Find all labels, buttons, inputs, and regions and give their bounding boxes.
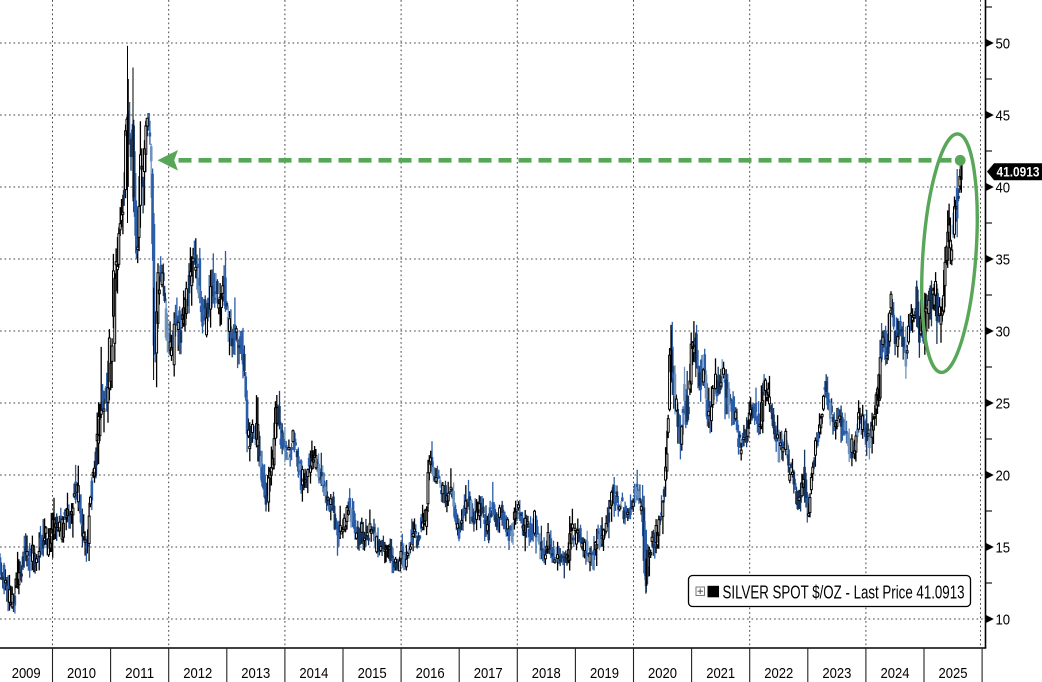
svg-text:30: 30 [996,323,1011,340]
svg-text:25: 25 [996,395,1011,412]
svg-text:41.0913: 41.0913 [997,165,1040,180]
svg-text:2011: 2011 [125,665,154,682]
svg-text:2013: 2013 [241,665,270,682]
svg-text:2022: 2022 [764,665,793,682]
svg-text:2023: 2023 [822,665,851,682]
svg-text:2021: 2021 [706,665,735,682]
svg-text:10: 10 [996,611,1011,628]
svg-text:2014: 2014 [299,665,328,682]
svg-text:2010: 2010 [67,665,96,682]
svg-text:35: 35 [996,251,1011,268]
svg-text:2020: 2020 [648,665,677,682]
svg-text:2025: 2025 [939,665,968,682]
svg-text:45: 45 [996,107,1011,124]
svg-text:SILVER SPOT $/OZ - Last Price: SILVER SPOT $/OZ - Last Price 41.0913 [723,583,965,603]
svg-text:2024: 2024 [881,665,910,682]
svg-text:40: 40 [996,179,1011,196]
svg-text:2019: 2019 [590,665,619,682]
svg-text:50: 50 [996,35,1011,52]
svg-text:20: 20 [996,467,1011,484]
svg-text:2009: 2009 [12,665,41,682]
svg-text:15: 15 [996,539,1011,556]
svg-text:2015: 2015 [358,665,387,682]
svg-text:2012: 2012 [183,665,212,682]
svg-text:2018: 2018 [532,665,561,682]
svg-text:2017: 2017 [474,665,503,682]
svg-text:2016: 2016 [416,665,445,682]
